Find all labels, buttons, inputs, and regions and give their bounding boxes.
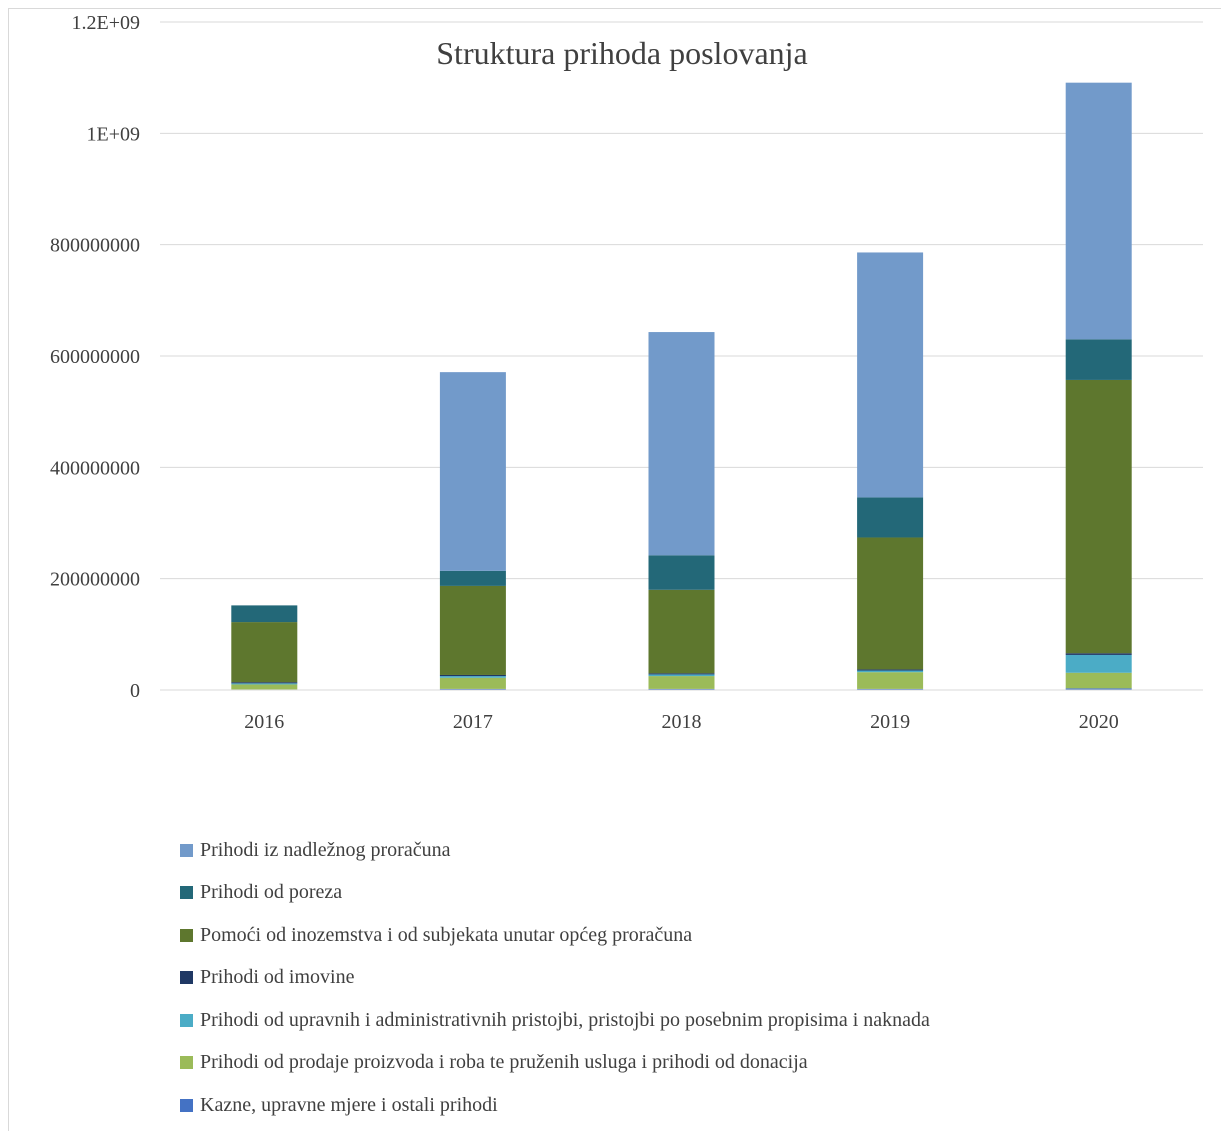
bar-segment-2019-series-1 <box>857 672 924 689</box>
x-tick-label-2017: 2017 <box>453 711 493 733</box>
bar-segment-2017-series-1 <box>439 677 506 689</box>
bar-segment-2018-series-0 <box>648 688 715 690</box>
legend-swatch <box>180 843 193 857</box>
legend-swatch <box>180 1056 193 1070</box>
legend-label: Prihodi od poreza <box>200 881 343 904</box>
x-tick-label-2019: 2019 <box>870 711 910 733</box>
bar-segment-2019-series-4 <box>857 537 924 670</box>
legend-item: Prihodi od poreza <box>180 879 930 907</box>
x-tick-label-2020: 2020 <box>1079 711 1119 733</box>
bar-segment-2017-series-2 <box>439 676 506 678</box>
bar-segment-2020-series-3 <box>1065 653 1132 655</box>
bar-segment-2017-series-5 <box>439 570 506 586</box>
legend-label: Prihodi od imovine <box>200 966 355 989</box>
chart-legend: Prihodi iz nadležnog proračuna Prihodi od… <box>180 836 930 1134</box>
bar-segment-2016-series-4 <box>231 622 298 683</box>
bar-segment-2016-series-3 <box>231 682 298 684</box>
bar-segment-2016-series-1 <box>231 684 298 690</box>
x-tick-label-2016: 2016 <box>244 711 284 733</box>
bar-segment-2020-series-6 <box>1065 82 1132 340</box>
legend-item: Prihodi od prodaje proizvoda i roba te p… <box>180 1049 930 1077</box>
bar-segment-2016-series-2 <box>231 683 298 685</box>
bar-segment-2018-series-2 <box>648 674 715 677</box>
bar-segment-2017-series-6 <box>439 372 506 571</box>
bar-segment-2019-series-2 <box>857 670 924 673</box>
y-tick-label: 200000000 <box>50 569 140 591</box>
legend-item: Kazne, upravne mjere i ostali prihodi <box>180 1092 930 1120</box>
bar-segment-2019-series-0 <box>857 688 924 690</box>
legend-swatch <box>180 928 193 942</box>
bar-segment-2018-series-3 <box>648 673 715 675</box>
bar-segment-2017-series-4 <box>439 585 506 675</box>
y-tick-label: 400000000 <box>50 457 140 479</box>
legend-label: Kazne, upravne mjere i ostali prihodi <box>200 1094 498 1117</box>
chart-frame <box>8 8 1221 1131</box>
legend-label: Prihodi od prodaje proizvoda i roba te p… <box>200 1051 808 1074</box>
bar-segment-2017-series-3 <box>439 674 506 677</box>
bar-segment-2018-series-1 <box>648 676 715 689</box>
legend-swatch <box>180 971 193 985</box>
y-tick-label: 600000000 <box>50 346 140 368</box>
legend-item: Prihodi od imovine <box>180 964 930 992</box>
bars <box>231 82 1132 690</box>
bar-segment-2019-series-3 <box>857 669 924 671</box>
y-tick-label: 1.2E+09 <box>72 12 141 34</box>
legend-swatch <box>180 886 193 900</box>
bar-segment-2018-series-6 <box>648 332 715 556</box>
y-tick-label: 1E+09 <box>87 123 141 145</box>
bar-segment-2020-series-2 <box>1065 654 1132 673</box>
y-tick-label: 0 <box>130 680 140 702</box>
bar-segment-2019-series-6 <box>857 252 924 498</box>
bar-segment-2016-series-5 <box>231 605 298 623</box>
legend-item: Prihodi od upravnih i administrativnih p… <box>180 1006 930 1034</box>
bar-segment-2018-series-4 <box>648 589 715 674</box>
x-axis-tick-labels: 2016 2017 2018 2019 2020 <box>244 711 1118 733</box>
bar-segment-2020-series-1 <box>1065 672 1132 689</box>
bar-segment-2017-series-0 <box>439 688 506 690</box>
legend-label: Pomoći od inozemstva i od subjekata unut… <box>200 923 693 946</box>
bar-segment-2020-series-5 <box>1065 339 1132 380</box>
legend-label: Prihodi iz nadležnog proračuna <box>200 838 451 861</box>
y-axis-tick-labels: 0 200000000 400000000 600000000 800000000 1E+… <box>50 12 140 702</box>
legend-item: Prihodi iz nadležnog proračuna <box>180 836 930 864</box>
legend-swatch <box>180 1013 193 1027</box>
chart-title: Struktura prihoda poslovanja <box>436 35 807 71</box>
bar-segment-2018-series-5 <box>648 555 715 590</box>
bar-segment-2019-series-5 <box>857 497 924 538</box>
legend-label: Prihodi od upravnih i administrativnih p… <box>200 1008 930 1031</box>
bar-segment-2020-series-0 <box>1065 688 1132 690</box>
x-tick-label-2018: 2018 <box>662 711 702 733</box>
y-tick-label: 800000000 <box>50 235 140 257</box>
bar-segment-2020-series-4 <box>1065 379 1132 654</box>
legend-swatch <box>180 1099 193 1113</box>
legend-item: Pomoći od inozemstva i od subjekata unut… <box>180 921 930 949</box>
